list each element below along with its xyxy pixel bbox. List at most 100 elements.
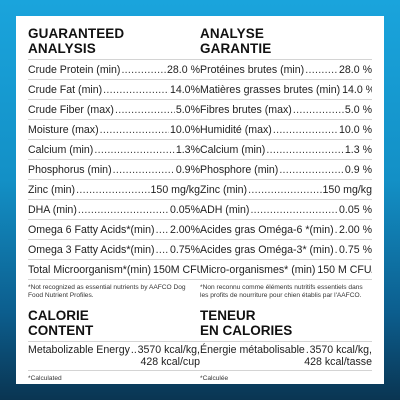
energy-label: Metabolizable Energy [28, 344, 130, 356]
analysis-row: DHA (min) 0.05% [28, 200, 200, 220]
calorie-heading-line-1: Teneur [200, 308, 256, 323]
calorie-heading-line-2: en calories [200, 323, 293, 338]
row-label: Total Microorganism*(min) [28, 264, 152, 276]
leader-dots [250, 204, 338, 217]
analysis-row: Crude Fat (min) 14.0% [28, 80, 200, 100]
leader-dots [94, 144, 175, 157]
leader-dots [121, 64, 166, 77]
calorie-content-heading: Calorie Content [28, 308, 200, 338]
analysis-row: Humidité (max) 10.0 % [200, 120, 372, 140]
analysis-row: Moisture (max) 10.0% [28, 120, 200, 140]
leader-dots [293, 104, 344, 117]
energy-row: Énergie métabolisable 3570 kcal/kg, [200, 344, 372, 356]
row-value: 1.3% [175, 144, 200, 156]
french-column: Analyse Garantie Protéines brutes (min) 2… [200, 26, 372, 382]
row-value: 0.75% [169, 244, 200, 256]
nutrition-panel: Guaranteed Analysis Crude Protein (min) 2… [16, 16, 384, 384]
row-label: Omega 6 Fatty Acids*(min) [28, 224, 155, 236]
row-label: ADH (min) [200, 204, 250, 216]
energy-value-cup: 428 kcal/cup [140, 356, 200, 368]
leader-dots [266, 144, 344, 157]
calculated-note: *Calculated [28, 375, 62, 382]
row-value: 2.00 % [339, 224, 372, 236]
row-value: 14.0% [169, 84, 200, 96]
row-value: 1.3 % [344, 144, 372, 156]
analysis-row: Protéines brutes (min) 28.0 % [200, 60, 372, 80]
row-value: 5.0% [175, 104, 200, 116]
heading-line-2: Garantie [200, 41, 272, 56]
energy-value-kg: 3570 kcal/kg, [137, 344, 200, 356]
leader-dots [78, 204, 169, 217]
analysis-row: Omega 3 Fatty Acids*(min) 0.75% [28, 240, 200, 260]
row-label: Zinc (min) [28, 184, 76, 196]
leader-dots [279, 164, 344, 177]
analysis-row: Crude Protein (min) 28.0 % [28, 60, 200, 80]
leader-dots [306, 344, 309, 356]
row-label: DHA (min) [28, 204, 77, 216]
leader-dots [100, 124, 169, 137]
analysis-row: Acides gras Oméga-3* (min) 0.75 % [200, 240, 372, 260]
row-value: 14.0 % [342, 84, 372, 96]
analysis-row: Acides gras Oméga-6 *(min) 2.00 % [200, 220, 372, 240]
energy-label: Énergie métabolisable [200, 344, 305, 356]
leader-dots [273, 124, 338, 137]
teneur-en-calories-heading: Teneur en calories [200, 308, 372, 338]
row-value: 10.0 % [339, 124, 372, 136]
leader-dots [335, 224, 338, 237]
leader-dots [115, 104, 175, 117]
calorie-box: Énergie métabolisable 3570 kcal/kg, 428 k… [200, 341, 372, 371]
row-value: 150M CFU/lb [153, 264, 200, 276]
footnote: *Non reconnu comme éléments nutritifs es… [200, 284, 363, 299]
analysis-row: Phosphore (min) 0.9 % [200, 160, 372, 180]
analysis-row: Phosphorus (min) 0.9% [28, 160, 200, 180]
row-label: Humidité (max) [200, 124, 272, 136]
row-value: 28.0 % [167, 64, 200, 76]
row-value: 10.0% [169, 124, 200, 136]
row-label: Acides gras Oméga-6 *(min) [200, 224, 334, 236]
row-value: 0.05 % [339, 204, 372, 216]
leader-dots [156, 244, 169, 257]
heading-line-2: Analysis [28, 41, 96, 56]
row-label: Matières grasses brutes (min) [200, 84, 341, 96]
row-label: Acides gras Oméga-3* (min) [200, 244, 334, 256]
energy-value-cup: 428 kcal/tasse [304, 356, 372, 368]
row-value: 0.9 % [344, 164, 372, 176]
row-label: Protéines brutes (min) [200, 64, 305, 76]
leader-dots [335, 244, 338, 257]
energy-value-kg: 3570 kcal/kg, [309, 344, 372, 356]
leader-dots [103, 84, 169, 97]
leader-dots [76, 184, 149, 197]
analysis-row: Calcium (min) 1.3% [28, 140, 200, 160]
row-value: 0.9% [175, 164, 200, 176]
row-label: Moisture (max) [28, 124, 99, 136]
row-label: Zinc (min) [200, 184, 248, 196]
energy-row: Metabolizable Energy 3570 kcal/kg, [28, 344, 200, 356]
analysis-row: ADH (min) 0.05 % [200, 200, 372, 220]
row-label: Calcium (min) [200, 144, 266, 156]
row-value: 28.0 % [339, 64, 372, 76]
row-value: 2.00% [169, 224, 200, 236]
analysis-row: Calcium (min) 1.3 % [200, 140, 372, 160]
leader-dots [156, 224, 169, 237]
analysis-row: Zinc (min) 150 mg/kg [200, 180, 372, 200]
row-value: 5.0 % [344, 104, 372, 116]
row-label: Omega 3 Fatty Acids*(min) [28, 244, 155, 256]
table-top-rule [28, 59, 200, 60]
leader-dots [131, 344, 137, 356]
row-label: Micro-organismes* (min) [200, 264, 316, 276]
analysis-row: Zinc (min) 150 mg/kg [28, 180, 200, 200]
calorie-heading-line-2: Content [28, 323, 94, 338]
analyse-garantie-heading: Analyse Garantie [200, 26, 372, 56]
guaranteed-analysis-heading: Guaranteed Analysis [28, 26, 200, 56]
leader-dots [113, 164, 175, 177]
analysis-table: Crude Protein (min) 28.0 % Crude Fat (min… [28, 60, 200, 280]
row-value: 150 mg/kg [322, 184, 372, 196]
row-label: Calcium (min) [28, 144, 94, 156]
calculated-note: *Calculée [200, 375, 229, 382]
analysis-row: Crude Fiber (max) 5.0% [28, 100, 200, 120]
row-label: Crude Fat (min) [28, 84, 103, 96]
heading-line-1: Guaranteed [28, 26, 125, 41]
footnote: *Not recognized as essential nutrients b… [28, 284, 186, 299]
row-label: Fibres brutes (max) [200, 104, 292, 116]
leader-dots [248, 184, 321, 197]
